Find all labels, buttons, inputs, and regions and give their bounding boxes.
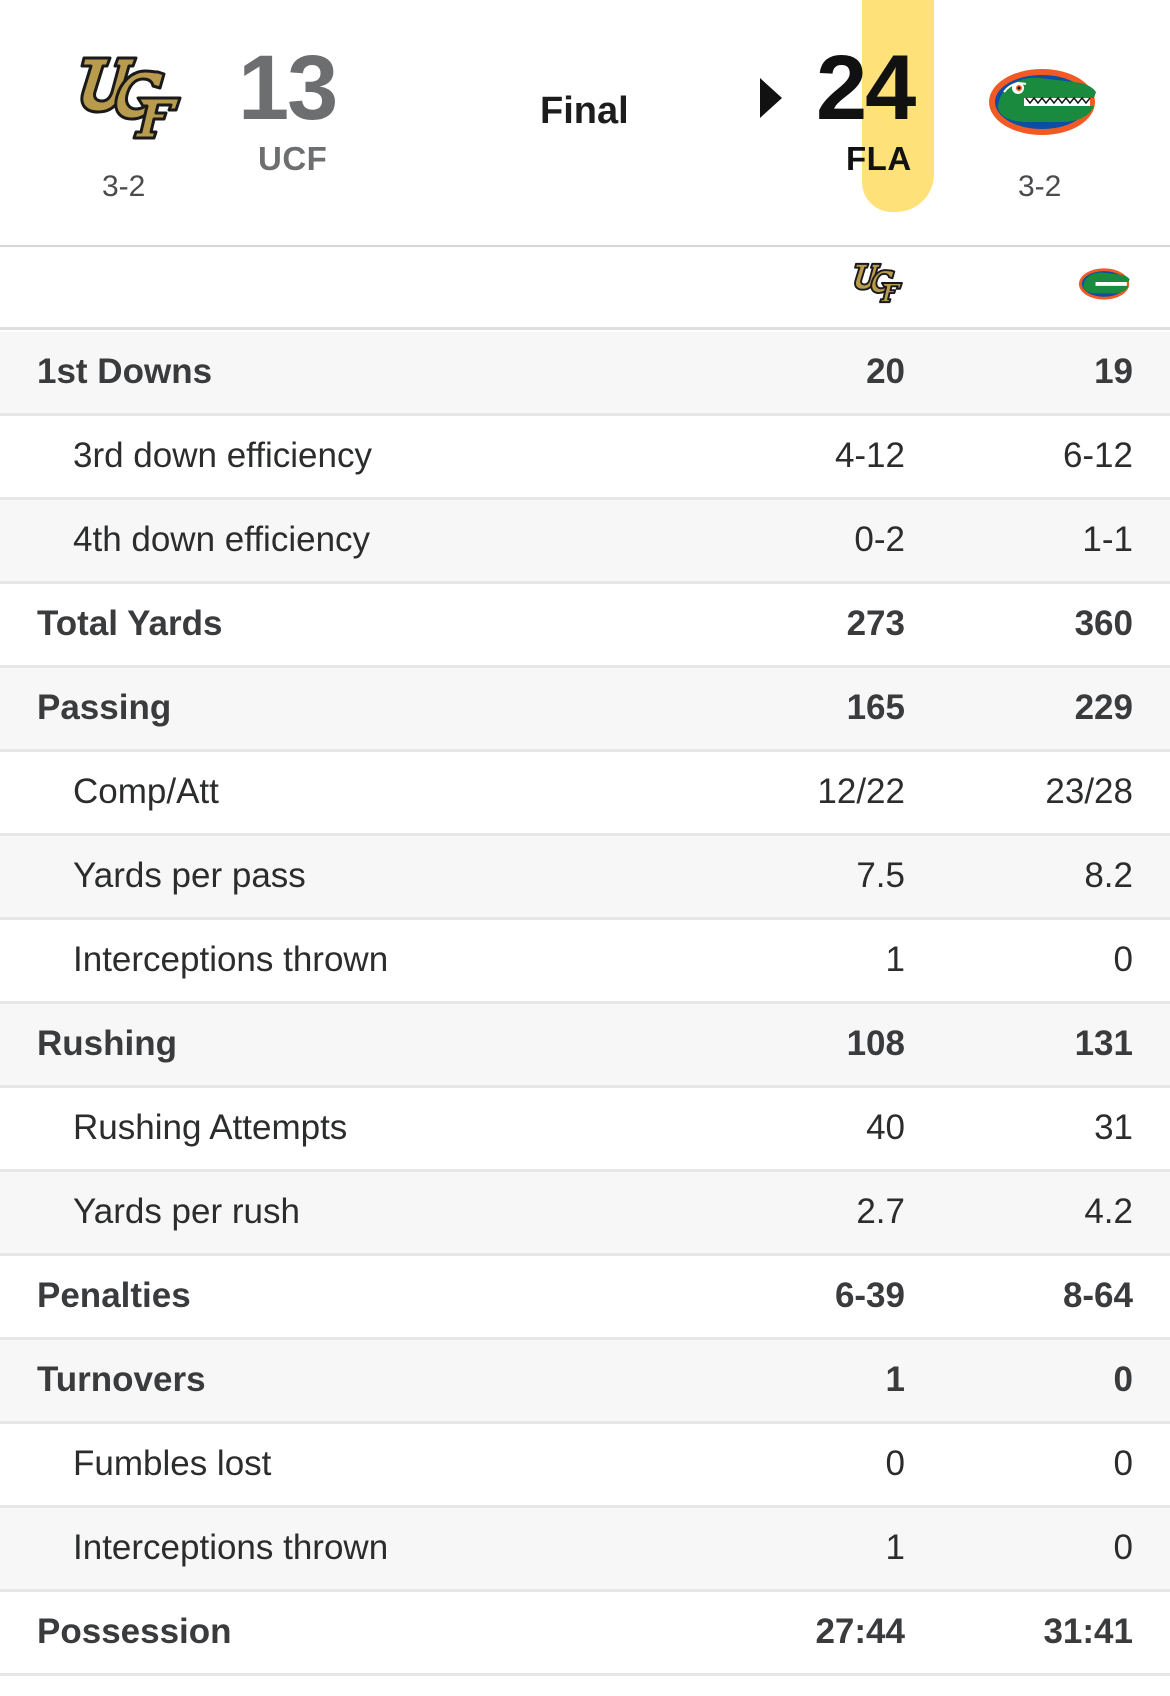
stat-row: Passing 165 229 <box>0 668 1170 752</box>
stat-row: Fumbles lost 0 0 <box>0 1424 1170 1508</box>
stat-away-value: 0-2 <box>854 520 905 559</box>
stat-away-value: 165 <box>846 688 905 727</box>
stat-label: Fumbles lost <box>73 1444 272 1483</box>
stat-away-value: 273 <box>846 604 905 643</box>
stat-row: Rushing Attempts 40 31 <box>0 1088 1170 1172</box>
stat-label: 1st Downs <box>37 352 213 391</box>
stat-label: Interceptions thrown <box>73 940 389 979</box>
stat-label: Comp/Att <box>73 772 219 811</box>
stat-away-value: 1 <box>885 1528 905 1567</box>
stat-away-value: 7.5 <box>856 856 905 895</box>
stat-home-value: 8-64 <box>1062 1276 1133 1315</box>
stat-label: 4th down efficiency <box>73 520 371 559</box>
stat-home-value: 23/28 <box>1045 772 1133 811</box>
stat-home-value: 0 <box>1113 940 1133 979</box>
stat-home-value: 31 <box>1094 1108 1133 1147</box>
stats-table: 1st Downs 20 19 3rd down efficiency 4-12 6-12… <box>0 332 1170 1676</box>
stat-home-value: 229 <box>1074 688 1133 727</box>
stat-label: Turnovers <box>37 1360 206 1399</box>
stat-row: Yards per rush 2.7 4.2 <box>0 1172 1170 1256</box>
stat-away-value: 2.7 <box>856 1192 905 1231</box>
stat-home-value: 360 <box>1074 604 1133 643</box>
stat-home-value: 0 <box>1113 1360 1133 1399</box>
stat-row: Turnovers 1 0 <box>0 1340 1170 1424</box>
home-score: 24 <box>816 37 916 139</box>
stat-home-value: 0 <box>1113 1528 1133 1567</box>
stat-away-value: 1 <box>885 1360 905 1399</box>
stat-home-value: 0 <box>1113 1444 1133 1483</box>
stat-row: Interceptions thrown 1 0 <box>0 920 1170 1004</box>
stats-table-header <box>0 247 1170 330</box>
stat-row: Possession 27:44 31:41 <box>0 1592 1170 1676</box>
away-team-record: 3-2 <box>102 170 146 203</box>
stat-label: Total Yards <box>37 604 223 643</box>
stat-label: Penalties <box>37 1276 191 1315</box>
stat-row: Interceptions thrown 1 0 <box>0 1508 1170 1592</box>
ucf-knights-logo-icon[interactable] <box>80 52 184 144</box>
game-status: Final <box>540 90 629 132</box>
stat-away-value: 0 <box>885 1444 905 1483</box>
stat-row: 3rd down efficiency 4-12 6-12 <box>0 416 1170 500</box>
stat-home-value: 4.2 <box>1084 1192 1133 1231</box>
stat-home-value: 131 <box>1074 1024 1133 1063</box>
florida-gators-logo-icon[interactable] <box>988 62 1100 138</box>
stat-label: Yards per pass <box>73 856 306 895</box>
scoreboard-header: 13 UCF 3-2 Final 24 FLA 3-2 <box>0 0 1170 247</box>
stat-home-value: 6-12 <box>1062 436 1133 475</box>
stat-label: 3rd down efficiency <box>73 436 372 475</box>
stat-label: Yards per rush <box>73 1192 300 1231</box>
stat-row: Total Yards 273 360 <box>0 584 1170 668</box>
stat-away-value: 108 <box>846 1024 905 1063</box>
stat-row: Comp/Att 12/22 23/28 <box>0 752 1170 836</box>
stat-home-value: 19 <box>1094 352 1133 391</box>
stat-row: Yards per pass 7.5 8.2 <box>0 836 1170 920</box>
florida-column-logo-icon <box>1078 268 1130 300</box>
stat-home-value: 1-1 <box>1082 520 1133 559</box>
stat-row: Rushing 108 131 <box>0 1004 1170 1088</box>
stat-away-value: 20 <box>866 352 905 391</box>
stat-away-value: 4-12 <box>834 436 905 475</box>
stat-away-value: 1 <box>885 940 905 979</box>
away-score: 13 <box>238 37 338 139</box>
stat-label: Rushing <box>37 1024 177 1063</box>
stat-row: Penalties 6-39 8-64 <box>0 1256 1170 1340</box>
stat-label: Possession <box>37 1612 232 1651</box>
home-team-abbr[interactable]: FLA <box>846 140 912 177</box>
winner-arrow-icon <box>760 78 782 118</box>
stat-row: 4th down efficiency 0-2 1-1 <box>0 500 1170 584</box>
stat-label: Interceptions thrown <box>73 1528 389 1567</box>
stat-label: Passing <box>37 688 172 727</box>
stat-away-value: 40 <box>866 1108 905 1147</box>
home-team-record: 3-2 <box>1018 170 1062 203</box>
highlighter-mark <box>862 0 934 212</box>
stat-home-value: 31:41 <box>1043 1612 1133 1651</box>
stat-away-value: 27:44 <box>815 1612 905 1651</box>
stat-label: Rushing Attempts <box>73 1108 348 1147</box>
stat-away-value: 12/22 <box>817 772 905 811</box>
ucf-column-logo-icon <box>854 262 903 304</box>
away-team-abbr[interactable]: UCF <box>258 140 328 177</box>
stat-home-value: 8.2 <box>1084 856 1133 895</box>
stat-away-value: 6-39 <box>834 1276 905 1315</box>
stat-row: 1st Downs 20 19 <box>0 332 1170 416</box>
